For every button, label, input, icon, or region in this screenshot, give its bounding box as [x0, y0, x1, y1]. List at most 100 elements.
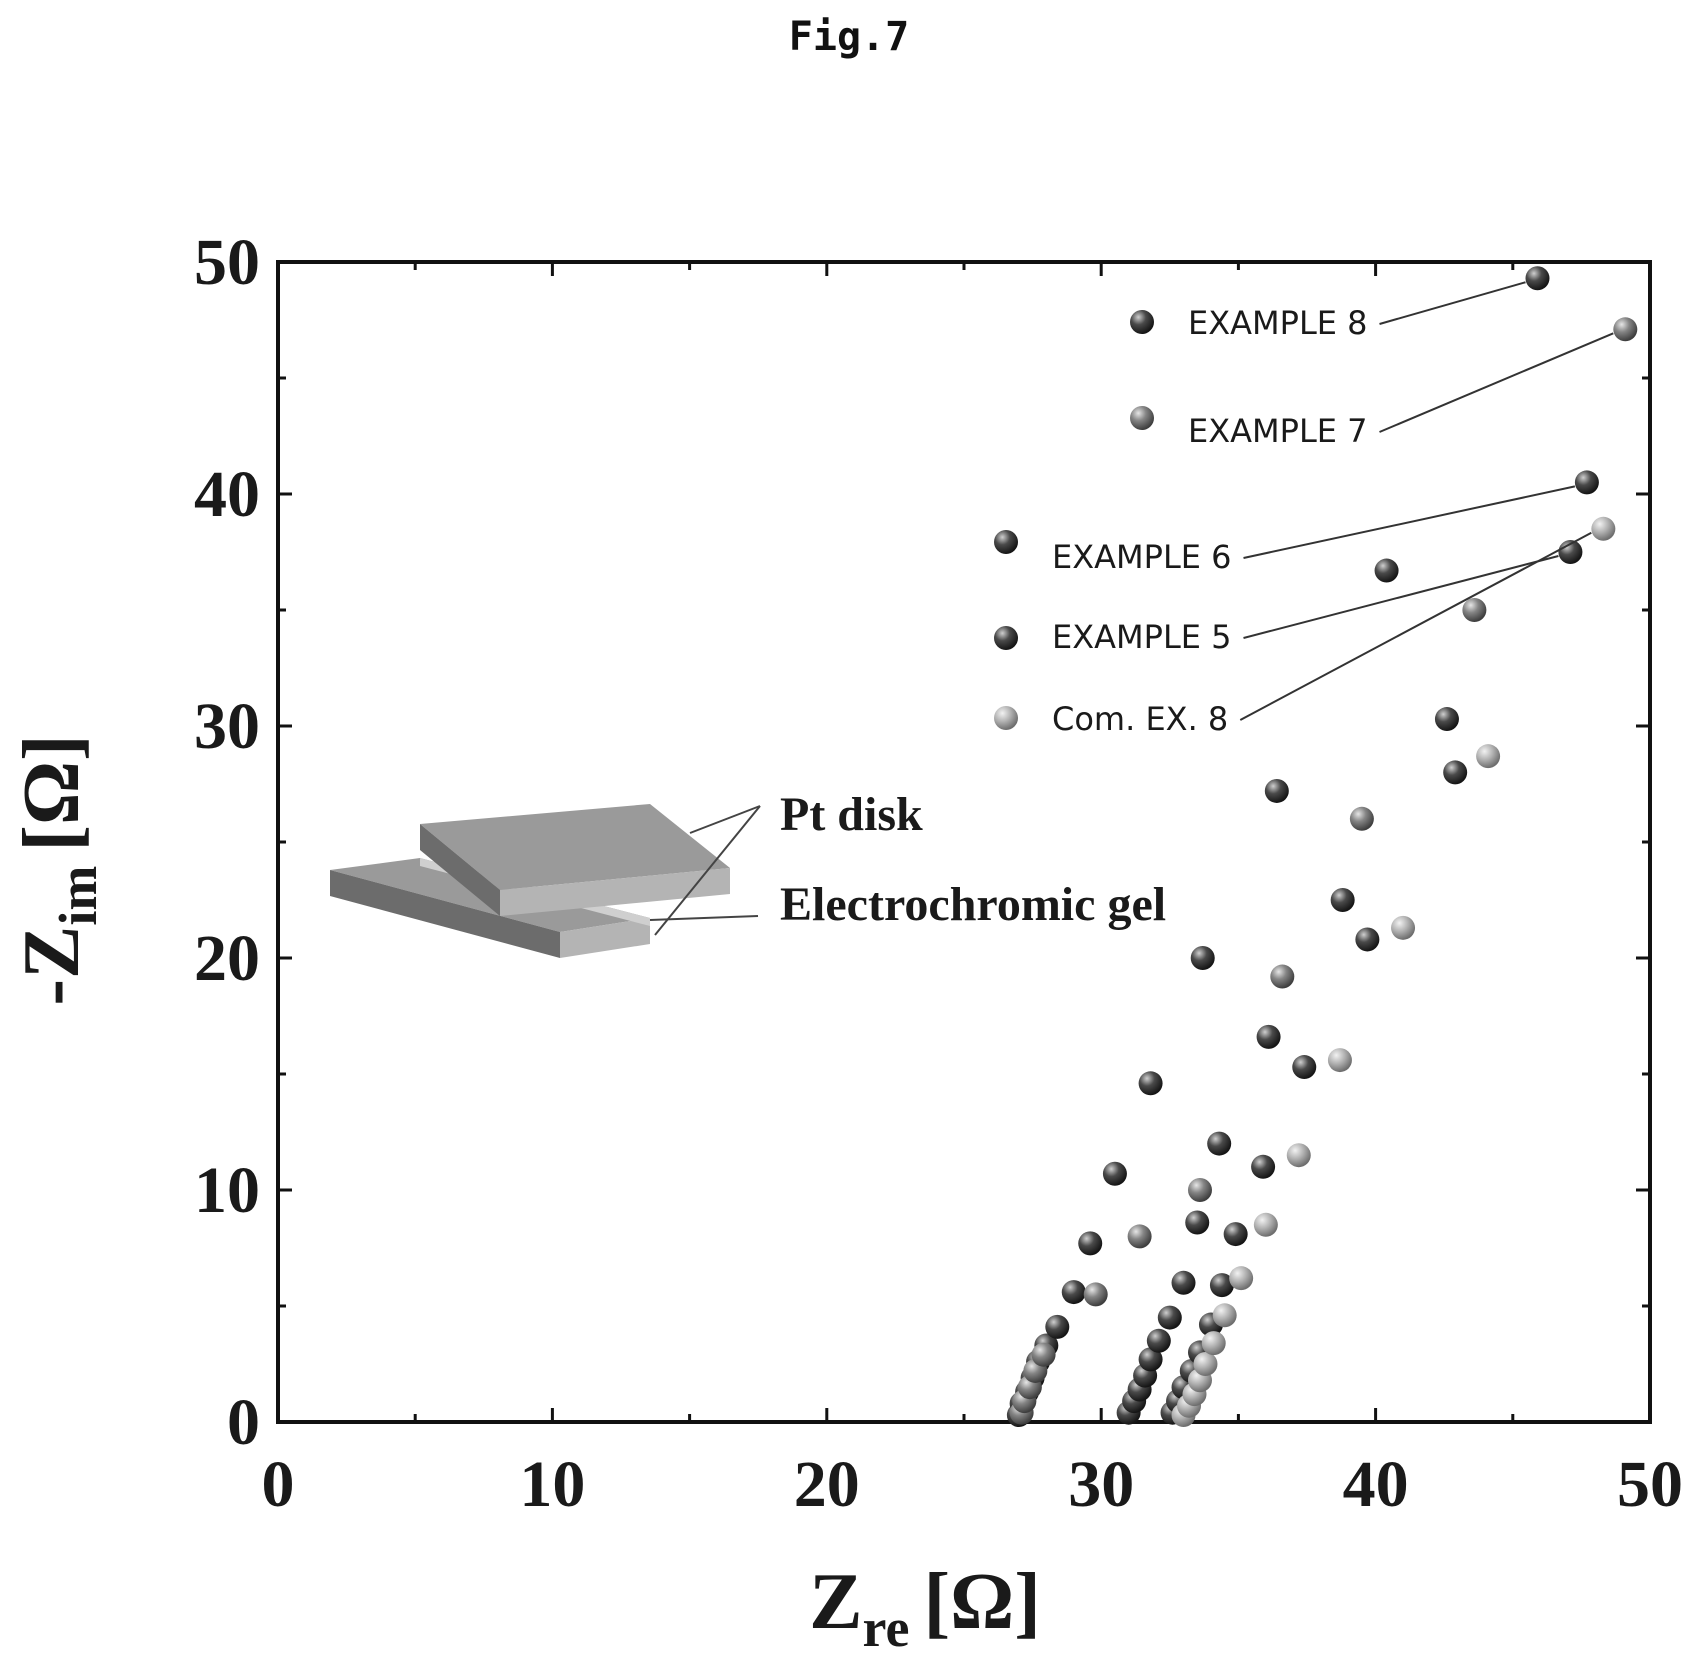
legend-item: Com. EX. 8 — [994, 531, 1592, 738]
data-point — [1253, 1212, 1278, 1237]
y-tick-label: 0 — [227, 1386, 260, 1459]
data-point — [1574, 470, 1599, 495]
legend-leader-line — [1243, 555, 1559, 639]
data-point — [1193, 1352, 1218, 1376]
y-tick-label: 10 — [194, 1154, 260, 1227]
data-point — [1327, 1048, 1352, 1073]
data-point — [1187, 1178, 1212, 1202]
axis-ticks: 0 10 20 30 40 50 0 10 20 30 40 50 — [194, 226, 1683, 1521]
legend-label: EXAMPLE 8 — [1188, 304, 1368, 342]
legend-item: EXAMPLE 7 — [1130, 332, 1614, 450]
inset-bottom-plate-side — [560, 918, 650, 958]
y-axis-label-main: -Z — [8, 926, 96, 1006]
legend-marker — [1130, 310, 1154, 334]
legend-label: EXAMPLE 5 — [1052, 618, 1232, 656]
inset-label-pt-disk: Pt disk — [780, 788, 923, 841]
data-point — [1558, 540, 1583, 564]
data-point — [1078, 1231, 1103, 1256]
data-point — [1127, 1224, 1152, 1249]
y-axis-label: -Zim [Ω] — [8, 734, 108, 1005]
data-point — [1207, 1131, 1232, 1156]
inset-label-electrochromic-gel: Electrochromic gel — [780, 878, 1166, 931]
series-example-5 — [1160, 540, 1583, 1425]
data-point — [1613, 317, 1638, 342]
data-point — [1061, 1280, 1086, 1305]
y-axis-label-sub: im — [48, 866, 108, 926]
series-com-ex-8 — [1171, 516, 1616, 1428]
electrode-inset: Pt disk Electrochromic gel — [330, 788, 1166, 958]
series-example-7 — [1009, 317, 1638, 1425]
x-axis-label-sub: re — [863, 1598, 910, 1658]
data-point — [1355, 927, 1380, 952]
legend-marker — [1130, 406, 1154, 430]
y-tick-label: 50 — [194, 226, 260, 299]
legend-marker — [994, 706, 1018, 730]
data-point — [1146, 1328, 1171, 1353]
data-point — [1434, 707, 1459, 732]
x-tick-label: 0 — [262, 1448, 295, 1521]
data-point — [1138, 1071, 1163, 1096]
inset-top-plate-side — [500, 868, 730, 916]
data-point — [1083, 1282, 1108, 1307]
x-tick-label: 30 — [1068, 1448, 1134, 1521]
y-tick-label: 30 — [194, 690, 260, 763]
data-point — [1443, 760, 1468, 785]
data-point — [1138, 1347, 1163, 1372]
legend: EXAMPLE 8 EXAMPLE 7 EXAMPLE 6 EXAMPLE 5 Com.… — [994, 281, 1614, 738]
legend-item: EXAMPLE 8 — [1130, 281, 1526, 342]
data-point — [1462, 598, 1487, 622]
data-point — [1223, 1222, 1248, 1247]
data-point — [1286, 1143, 1311, 1168]
legend-item: EXAMPLE 5 — [994, 555, 1559, 656]
data-point — [1374, 558, 1399, 583]
inset-top-plate-top — [420, 804, 730, 890]
data-point — [1171, 1270, 1196, 1295]
data-point — [1185, 1210, 1210, 1235]
data-point — [1045, 1314, 1070, 1339]
data-point — [1391, 915, 1416, 940]
y-tick-label: 20 — [194, 922, 260, 995]
data-point — [1292, 1055, 1317, 1080]
inset-top-plate-front — [420, 824, 500, 916]
data-point — [1212, 1303, 1237, 1328]
legend-marker — [994, 530, 1018, 554]
x-tick-label: 10 — [519, 1448, 585, 1521]
data-point — [1591, 516, 1616, 541]
x-axis-label-unit: [Ω] — [923, 1558, 1040, 1646]
data-point — [1190, 946, 1215, 970]
series-example-6 — [1116, 470, 1599, 1425]
legend-leader-line — [1239, 531, 1592, 721]
data-series — [1006, 266, 1638, 1428]
data-point — [1476, 744, 1501, 769]
data-point — [1031, 1342, 1056, 1367]
data-point — [1157, 1305, 1182, 1330]
legend-leader-line — [1379, 332, 1614, 433]
data-point — [1201, 1331, 1226, 1356]
y-axis-label-unit: [Ω] — [8, 734, 96, 851]
data-point — [1264, 778, 1289, 803]
inset-bottom-plate-front — [330, 870, 560, 958]
data-point — [1525, 266, 1550, 291]
legend-label: Com. EX. 8 — [1052, 700, 1228, 738]
inset-pointer-line — [649, 915, 759, 921]
legend-item: EXAMPLE 6 — [994, 485, 1576, 576]
y-tick-label: 40 — [194, 458, 260, 531]
x-tick-label: 40 — [1343, 1448, 1409, 1521]
x-axis-label: Zre [Ω] — [809, 1558, 1041, 1658]
legend-leader-line — [1243, 485, 1576, 559]
inset-pointer-line — [654, 805, 761, 936]
data-point — [1209, 1273, 1234, 1298]
data-point — [1330, 888, 1355, 912]
data-point — [1349, 806, 1374, 831]
x-tick-label: 20 — [794, 1448, 860, 1521]
data-point — [1102, 1161, 1127, 1186]
inset-pointer-line — [689, 805, 761, 834]
legend-marker — [994, 626, 1018, 650]
x-tick-label: 50 — [1617, 1448, 1683, 1521]
legend-label: EXAMPLE 6 — [1052, 538, 1232, 576]
legend-label: EXAMPLE 7 — [1188, 412, 1368, 450]
data-point — [1256, 1024, 1281, 1049]
data-point — [1251, 1154, 1276, 1179]
legend-leader-line — [1379, 281, 1526, 325]
